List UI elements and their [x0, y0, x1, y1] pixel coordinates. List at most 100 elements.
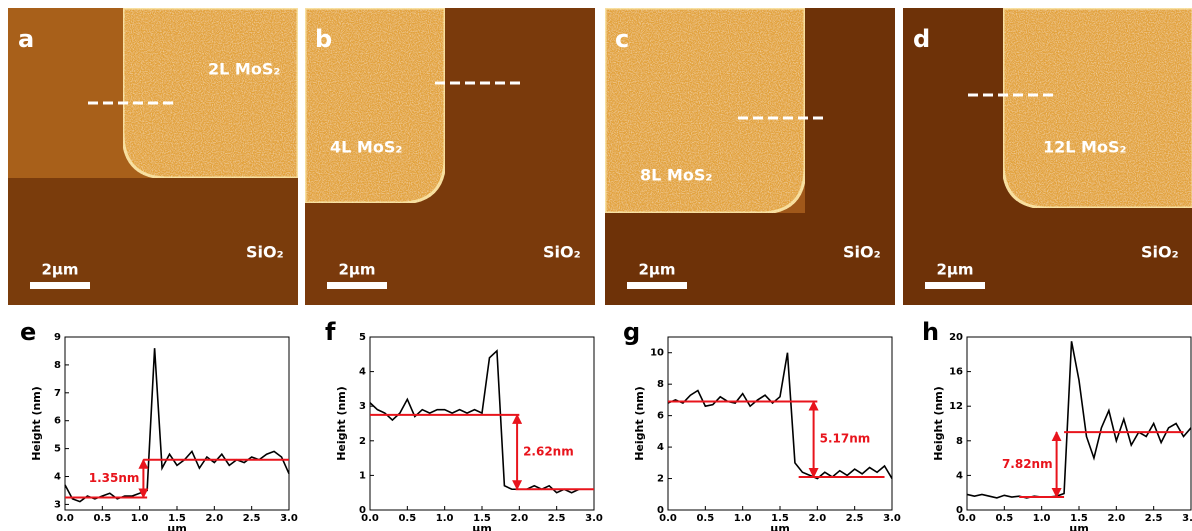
x-tick-label: 3.0: [585, 513, 603, 524]
afm-image: d 12L MoS₂ SiO₂ 2μm: [903, 6, 1192, 305]
x-tick-label: 0.0: [361, 513, 379, 524]
x-axis-label: μm: [770, 522, 790, 531]
x-tick-label: 2.5: [1145, 513, 1163, 524]
x-tick-label: 2.0: [510, 513, 528, 524]
panel-letter: d: [913, 25, 930, 53]
step-label: 5.17nm: [820, 432, 871, 446]
x-tick-label: 0.5: [93, 513, 111, 524]
y-tick-label: 12: [949, 401, 963, 412]
step-label: 2.62nm: [523, 445, 574, 459]
y-axis-label: Height (nm): [932, 386, 945, 461]
substrate-label: SiO₂: [246, 243, 284, 262]
x-tick-label: 1.0: [1033, 513, 1051, 524]
x-tick-label: 2.5: [846, 513, 864, 524]
x-tick-label: 0.5: [398, 513, 416, 524]
x-tick-label: 1.0: [734, 513, 752, 524]
y-tick-label: 16: [949, 367, 963, 378]
scale-bar: [627, 282, 687, 289]
y-tick-label: 8: [657, 379, 664, 390]
flake: [603, 6, 807, 215]
flake: [121, 6, 300, 180]
layer-label: 2L MoS₂: [208, 60, 280, 79]
flake: [303, 6, 447, 205]
panel-letter: a: [18, 25, 34, 53]
y-tick-label: 3: [359, 401, 366, 412]
profile-line: [64, 348, 290, 503]
y-tick-label: 6: [54, 416, 61, 427]
x-tick-label: 3.0: [1182, 513, 1192, 524]
y-tick-label: 4: [54, 472, 61, 483]
y-tick-label: 20: [949, 332, 963, 343]
x-tick-label: 2.5: [243, 513, 261, 524]
x-tick-label: 2.0: [1107, 513, 1125, 524]
y-tick-label: 1: [359, 470, 366, 481]
y-tick-label: 4: [657, 442, 664, 453]
scale-label: 2μm: [638, 261, 675, 279]
scale-bar: [327, 282, 387, 289]
y-tick-label: 4: [359, 367, 366, 378]
layer-label: 8L MoS₂: [640, 166, 712, 185]
x-tick-label: 2.0: [205, 513, 223, 524]
y-tick-label: 8: [956, 436, 963, 447]
x-tick-label: 0.0: [56, 513, 74, 524]
scale-label: 2μm: [41, 261, 78, 279]
x-axis-label: μm: [167, 522, 187, 531]
x-tick-label: 3.0: [280, 513, 298, 524]
panel-letter: b: [315, 25, 332, 53]
substrate-region: [903, 8, 1192, 305]
afm-image: a 2L MoS₂ SiO₂ 2μm: [8, 6, 300, 305]
y-tick-label: 0: [359, 505, 366, 516]
x-tick-label: 0.5: [995, 513, 1013, 524]
layer-label: 4L MoS₂: [330, 138, 402, 157]
plot-frame: [667, 336, 893, 511]
y-axis-label: Height (nm): [633, 386, 646, 461]
y-tick-label: 2: [359, 436, 366, 447]
flake: [1001, 6, 1192, 210]
substrate-region: [605, 8, 895, 305]
y-tick-label: 7: [54, 388, 61, 399]
profile-line: [369, 349, 594, 494]
x-tick-label: 1.0: [131, 513, 149, 524]
y-axis-label: Height (nm): [335, 386, 348, 461]
profile-line: [966, 341, 1192, 499]
panel-letter: c: [615, 25, 629, 53]
x-axis-label: μm: [472, 522, 492, 531]
panel-letter: e: [20, 318, 36, 346]
step-label: 1.35nm: [89, 471, 140, 485]
x-tick-label: 2.0: [808, 513, 826, 524]
x-tick-label: 1.5: [771, 513, 789, 524]
y-tick-label: 10: [650, 348, 664, 359]
step-label: 7.82nm: [1002, 457, 1053, 471]
afm-image: c 8L MoS₂ SiO₂ 2μm: [603, 6, 895, 305]
x-tick-label: 1.5: [168, 513, 186, 524]
y-tick-label: 8: [54, 360, 61, 371]
y-tick-label: 0: [657, 505, 664, 516]
substrate-region: [8, 178, 298, 305]
scale-label: 2μm: [338, 261, 375, 279]
x-tick-label: 0.5: [696, 513, 714, 524]
scale-label: 2μm: [936, 261, 973, 279]
substrate-label: SiO₂: [843, 243, 881, 262]
plot-frame: [369, 336, 595, 511]
substrate-label: SiO₂: [543, 243, 581, 262]
scale-bar: [925, 282, 985, 289]
panel-letter: h: [922, 318, 939, 346]
x-tick-label: 2.5: [548, 513, 566, 524]
x-tick-label: 1.0: [436, 513, 454, 524]
profile-line: [667, 352, 893, 480]
panel-letter: f: [325, 318, 336, 346]
y-tick-label: 3: [54, 499, 61, 510]
x-tick-label: 3.0: [883, 513, 901, 524]
y-tick-label: 5: [359, 332, 366, 343]
panel-letter: g: [623, 318, 640, 346]
y-tick-label: 6: [657, 411, 664, 422]
substrate-region: [305, 8, 595, 305]
y-axis-label: Height (nm): [30, 386, 43, 461]
x-tick-label: 1.5: [1070, 513, 1088, 524]
x-tick-label: 1.5: [473, 513, 491, 524]
x-axis-label: μm: [1069, 522, 1089, 531]
substrate-label: SiO₂: [1141, 243, 1179, 262]
plot-frame: [966, 336, 1192, 511]
layer-label: 12L MoS₂: [1043, 138, 1126, 157]
